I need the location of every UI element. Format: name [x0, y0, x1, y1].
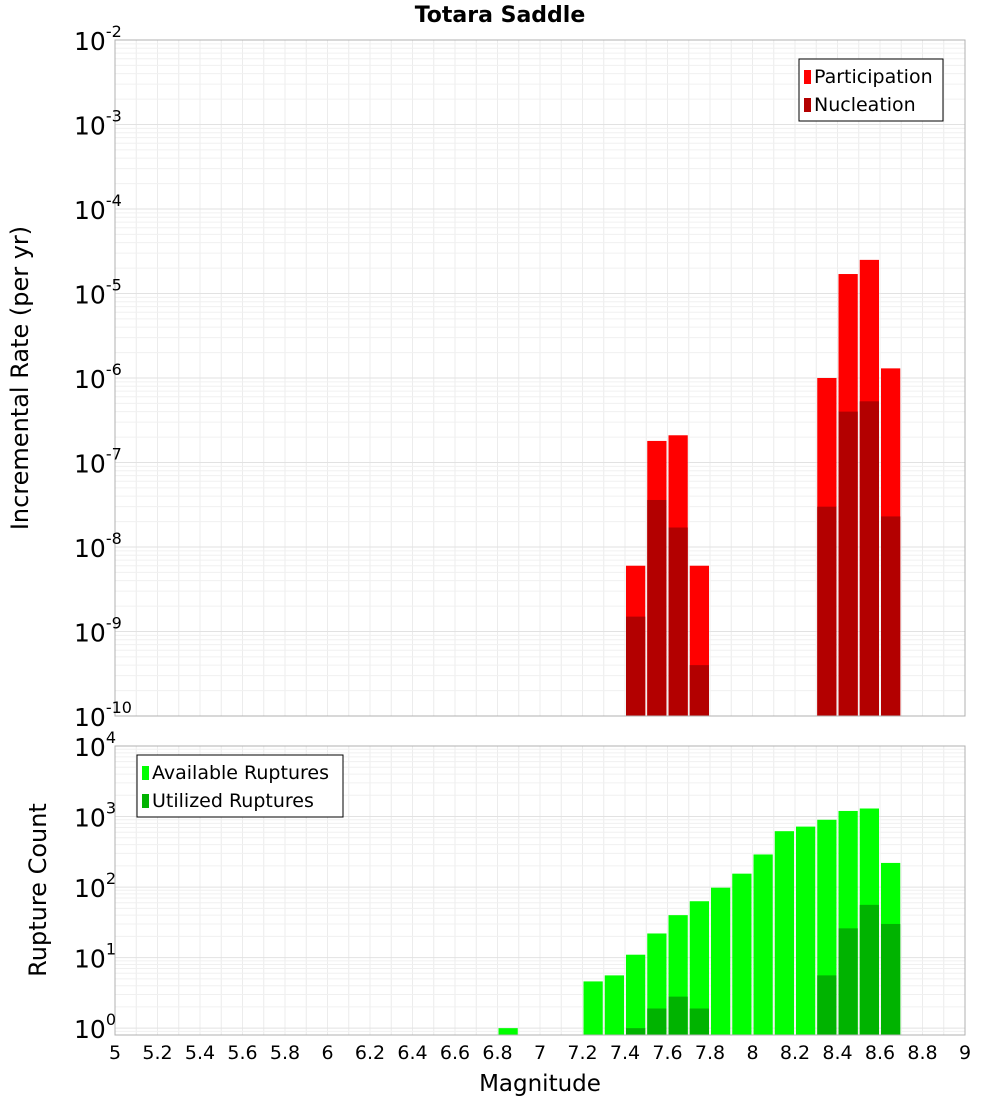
rate-plot-border	[114, 39, 966, 717]
x-tick-label: 5.6	[227, 1042, 257, 1064]
x-tick-label: 8.4	[822, 1042, 852, 1064]
legend-label: Available Ruptures	[152, 762, 329, 784]
x-tick-label: 8.2	[780, 1042, 810, 1064]
rate-bars	[626, 259, 901, 716]
legend-swatch	[142, 794, 149, 808]
magnitude-x-ticks: 5 5.2 5.4 5.6 5.8 6 6.2 6.4 6.6 6.8 7 7.2 7.4 7.6 7.8 8…	[109, 1042, 971, 1064]
x-tick-label: 5.4	[185, 1042, 215, 1064]
legend-label: Utilized Ruptures	[152, 790, 314, 812]
count-legend: Available Ruptures Utilized Ruptures	[136, 754, 344, 818]
x-tick-label: 5.8	[270, 1042, 300, 1064]
bar	[838, 411, 858, 716]
legend-swatch	[142, 766, 149, 780]
y-tick-label: 10-3	[74, 107, 122, 141]
rate-y-axis-label: Incremental Rate (per yr)	[6, 226, 34, 530]
y-tick-label: 10-8	[74, 529, 122, 563]
bar	[881, 516, 901, 716]
bar	[796, 826, 816, 1035]
bar	[689, 665, 709, 716]
x-tick-label: 6.2	[355, 1042, 385, 1064]
x-tick-label: 9	[959, 1042, 971, 1064]
bar	[647, 499, 667, 716]
bar	[817, 975, 837, 1035]
legend-label: Participation	[814, 66, 933, 88]
bar	[689, 1008, 709, 1035]
count-bars	[498, 808, 901, 1035]
y-tick-label: 10-10	[74, 698, 132, 732]
x-tick-label: 7.4	[610, 1042, 640, 1064]
y-tick-label: 10-6	[74, 360, 122, 394]
x-tick-label: 6	[321, 1042, 333, 1064]
x-tick-label: 8	[746, 1042, 758, 1064]
x-tick-label: 7	[534, 1042, 546, 1064]
x-tick-label: 8.6	[865, 1042, 895, 1064]
bar	[817, 506, 837, 716]
bar	[626, 954, 646, 1035]
x-tick-label: 6.4	[397, 1042, 427, 1064]
bar	[626, 1028, 646, 1035]
bar	[498, 1028, 518, 1035]
bar	[838, 928, 858, 1035]
count-y-axis-label: Rupture Count	[24, 803, 52, 977]
bar	[647, 1008, 667, 1035]
y-tick-label: 104	[74, 728, 116, 762]
y-tick-label: 101	[74, 940, 116, 974]
bar	[859, 904, 879, 1035]
bar	[774, 831, 794, 1035]
bar	[689, 901, 709, 1035]
x-tick-label: 6.8	[482, 1042, 512, 1064]
legend-label: Nucleation	[814, 94, 916, 116]
y-tick-label: 10-9	[74, 614, 122, 648]
y-tick-label: 103	[74, 799, 116, 833]
bar	[583, 981, 603, 1035]
bar	[668, 996, 688, 1035]
count-y-ticks: 104 103 102 101 100	[74, 728, 116, 1044]
legend-box	[798, 58, 944, 122]
chart-title: Totara Saddle	[415, 3, 586, 28]
legend-swatch	[804, 70, 811, 84]
x-tick-label: 7.6	[652, 1042, 682, 1064]
y-tick-label: 100	[74, 1010, 116, 1044]
bar	[626, 616, 646, 716]
x-tick-label: 7.2	[567, 1042, 597, 1064]
rate-legend: Participation Nucleation	[798, 58, 944, 122]
bar	[753, 854, 773, 1035]
x-axis-label: Magnitude	[479, 1071, 601, 1097]
bar	[859, 401, 879, 716]
x-tick-label: 7.8	[695, 1042, 725, 1064]
x-tick-label: 8.8	[907, 1042, 937, 1064]
y-tick-label: 10-7	[74, 445, 122, 479]
x-tick-label: 5.2	[142, 1042, 172, 1064]
rate-y-ticks: 10-2 10-3 10-4 10-5 10-6 10-7 10-8 10-9 10-10	[74, 22, 132, 732]
y-tick-label: 10-5	[74, 276, 122, 310]
rate-grid	[114, 39, 966, 717]
bar	[711, 887, 731, 1035]
count-plot-border	[114, 745, 966, 1036]
y-tick-label: 102	[74, 869, 116, 903]
bar	[668, 527, 688, 716]
x-tick-label: 5	[109, 1042, 121, 1064]
bar	[604, 975, 624, 1035]
bar	[732, 873, 752, 1035]
y-tick-label: 10-2	[74, 22, 122, 56]
bar	[881, 923, 901, 1035]
legend-swatch	[804, 98, 811, 112]
y-tick-label: 10-4	[74, 191, 122, 225]
legend-box	[136, 754, 344, 818]
x-tick-label: 6.6	[440, 1042, 470, 1064]
